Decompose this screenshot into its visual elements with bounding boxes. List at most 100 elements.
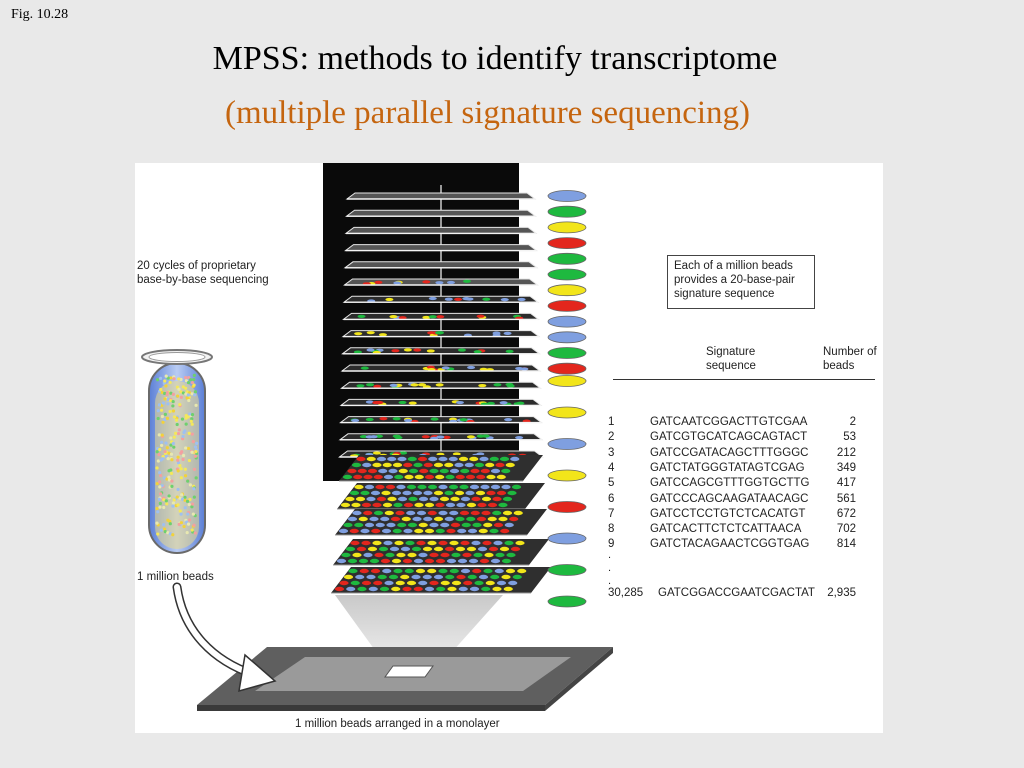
tube-bead: [182, 430, 186, 435]
bead: [451, 580, 462, 586]
sequencing-plate: [339, 416, 543, 424]
bead: [438, 568, 448, 574]
tube-bead: [165, 446, 169, 450]
tube-bead: [171, 504, 175, 508]
bead: [402, 490, 412, 496]
tube-bead: [170, 479, 174, 483]
tube-bead: [183, 506, 187, 510]
tube-bead: [166, 457, 170, 461]
curved-arrow: [172, 582, 277, 693]
tube-bead: [177, 377, 181, 381]
bead-plate: [339, 455, 543, 482]
tube-bead: [194, 403, 198, 407]
tube-bead: [169, 398, 173, 403]
bead: [480, 468, 490, 474]
bead: [438, 540, 448, 546]
tube-bead: [159, 387, 163, 392]
bead: [363, 552, 373, 558]
bead: [353, 474, 363, 480]
bead: [392, 417, 401, 421]
bead: [380, 516, 390, 522]
tube-bead: [158, 501, 162, 506]
bead: [492, 586, 502, 592]
tube-bead: [189, 419, 193, 423]
tube-bead: [190, 417, 194, 421]
test-tube-icon: [141, 349, 213, 554]
bead: [515, 540, 525, 546]
tube-bead: [187, 458, 192, 463]
tube-bead: [184, 386, 188, 390]
bead: [435, 502, 445, 508]
sequencing-plate: [344, 244, 538, 252]
monolayer-label: 1 million beads arranged in a monolayer: [295, 718, 500, 730]
bead: [462, 297, 471, 301]
bead: [499, 401, 508, 405]
tube-bead: [192, 467, 197, 471]
bead: [449, 540, 459, 546]
bead: [468, 558, 479, 564]
bead: [501, 468, 511, 474]
bead: [357, 314, 366, 318]
tube-bead: [155, 450, 159, 454]
bead: [354, 484, 364, 490]
bead: [351, 502, 361, 508]
tube-bead: [156, 532, 160, 536]
bead: [505, 349, 514, 353]
bead: [479, 558, 490, 564]
tube-bead: [186, 415, 190, 419]
table-row: 1 GATCAATCGGACTTGTCGAA 2: [608, 416, 856, 428]
signal-oval: [547, 237, 587, 249]
ellipsis-dot: .: [608, 575, 612, 587]
bead: [373, 510, 384, 516]
bead: [407, 552, 417, 558]
signal-oval: [547, 252, 587, 265]
bead: [441, 366, 450, 370]
bead-plate: [331, 567, 551, 594]
bead: [379, 417, 388, 421]
bead: [489, 528, 499, 534]
tube-bead: [191, 439, 195, 444]
bead: [502, 496, 513, 502]
tube-bead: [191, 512, 195, 516]
bead: [345, 496, 355, 502]
bead: [481, 434, 490, 438]
bead: [448, 484, 459, 490]
bead: [390, 516, 401, 522]
bead: [445, 574, 455, 580]
imaged-bead-plates: [331, 455, 551, 594]
tube-bead: [193, 393, 197, 397]
bead: [424, 502, 435, 508]
mpss-diagram-panel: 20 cycles of proprietary base-by-base se…: [135, 163, 883, 733]
bead: [395, 580, 405, 586]
bead: [455, 400, 464, 405]
bead: [423, 490, 433, 496]
bead: [341, 552, 351, 558]
bead: [363, 510, 373, 516]
sequencing-plate: [340, 364, 542, 372]
bead: [493, 383, 502, 387]
bead: [515, 366, 524, 371]
bead: [391, 490, 402, 496]
bead: [461, 522, 471, 528]
bead: [394, 474, 404, 480]
bead: [429, 468, 439, 474]
bead: [373, 384, 382, 388]
bead: [394, 436, 403, 440]
bead: [427, 484, 438, 490]
tube-bead: [175, 422, 179, 427]
bead: [427, 510, 437, 516]
tube-bead: [190, 528, 194, 532]
tube-bead: [162, 527, 167, 531]
bead: [339, 580, 349, 586]
bead: [391, 586, 401, 592]
bead: [371, 528, 381, 534]
signal-oval: [547, 190, 587, 202]
bead: [421, 435, 430, 439]
bead: [402, 586, 412, 592]
tube-bead: [190, 380, 195, 385]
bead: [426, 349, 435, 353]
bead: [490, 468, 501, 474]
bead: [410, 383, 419, 387]
bead: [351, 418, 360, 423]
bead: [366, 383, 375, 387]
